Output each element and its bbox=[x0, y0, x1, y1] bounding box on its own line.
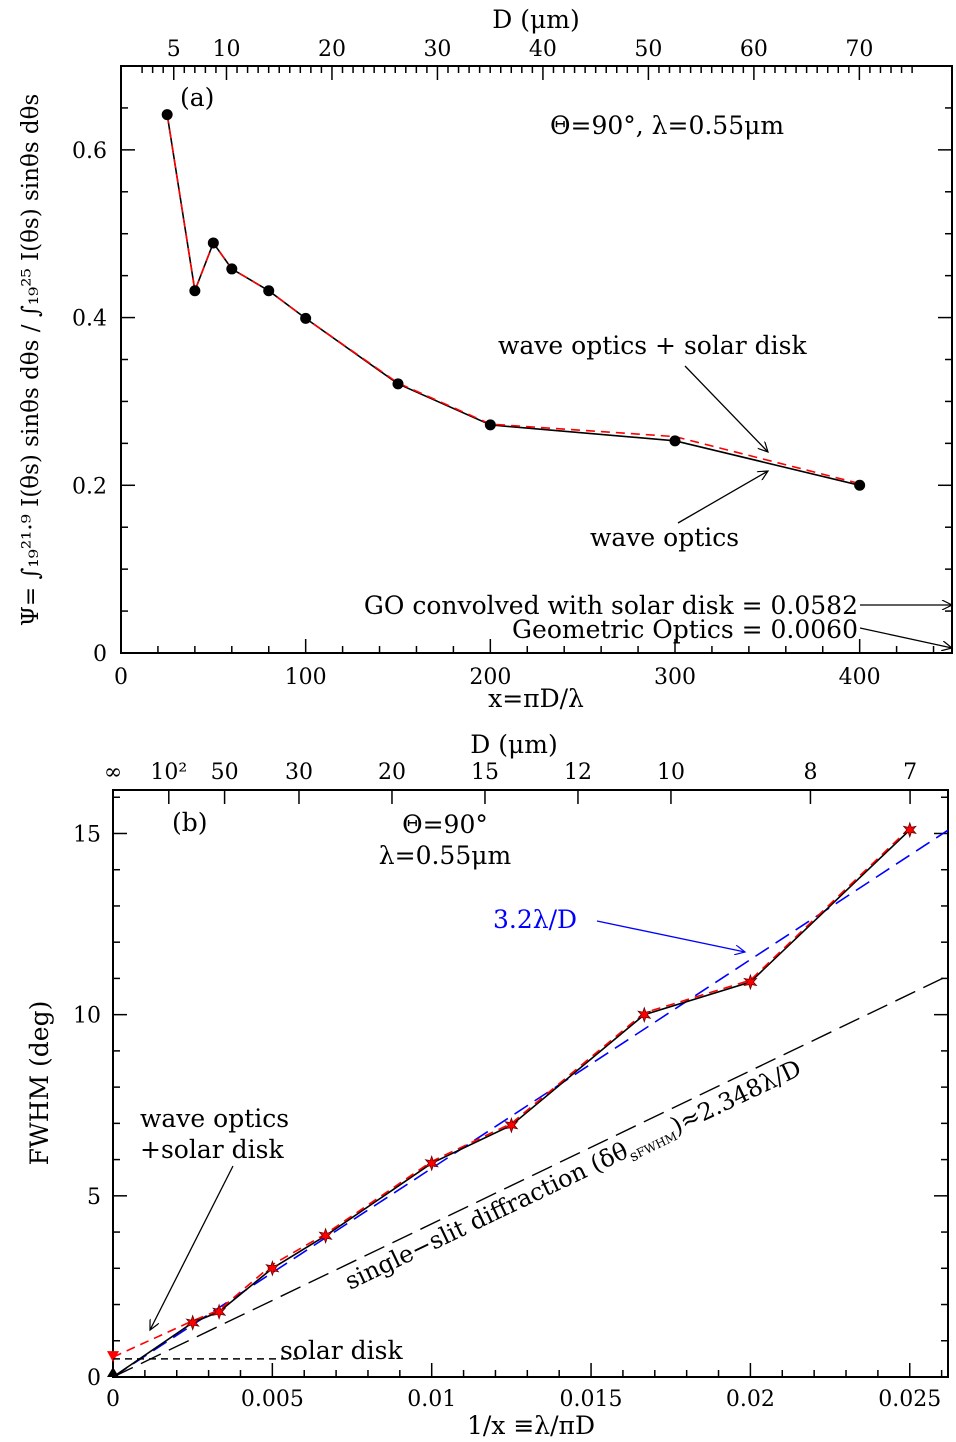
top-tick-label: 5 bbox=[167, 37, 181, 62]
panel-b-ticks: 0 0.005 0.01 0.015 0.02 0.025 0 5 10 15 ∞ 10² 50 30 20… bbox=[73, 760, 948, 1412]
data-point bbox=[207, 237, 219, 249]
top-tick-label: 12 bbox=[564, 760, 592, 785]
data-point bbox=[392, 378, 404, 390]
panel-a-ticks: 0 100 200 300 400 0 0.2 0.4 0.6 5 10 20 30 40 50 60 70 bbox=[72, 37, 952, 690]
top-tick-label: 30 bbox=[285, 760, 313, 785]
fit-line-single-slit bbox=[112, 975, 949, 1378]
fit-line-3-2 bbox=[112, 829, 949, 1378]
data-point bbox=[424, 1154, 439, 1172]
data-point bbox=[743, 973, 758, 991]
data-point bbox=[263, 285, 275, 297]
data-point bbox=[484, 419, 496, 431]
y-tick-label: 0 bbox=[87, 1366, 101, 1391]
x-tick-label: 0.02 bbox=[726, 1387, 775, 1412]
label-solar-disk: solar disk bbox=[280, 1336, 404, 1365]
x-tick-label: 400 bbox=[839, 665, 881, 690]
label-wave-optics-solar-disk-b-1: wave optics bbox=[140, 1104, 289, 1133]
top-tick-label: 15 bbox=[471, 760, 499, 785]
top-tick-label: 20 bbox=[378, 760, 406, 785]
panel-b-top-axis-label: D (μm) bbox=[470, 730, 557, 759]
x-tick-label: 0.01 bbox=[407, 1387, 456, 1412]
arrow-wave-optics-solar-disk bbox=[684, 365, 768, 452]
data-point bbox=[902, 821, 917, 839]
y-tick-label: 0.4 bbox=[72, 307, 107, 332]
panel-a-markers bbox=[161, 109, 866, 491]
top-tick-label: 40 bbox=[529, 37, 557, 62]
series-line bbox=[166, 114, 860, 487]
series-line bbox=[166, 114, 860, 485]
data-point-origin bbox=[107, 1367, 119, 1377]
data-point bbox=[185, 1314, 200, 1331]
panel-a-y-axis-label: Ψ= ∫₁₉²¹·⁹ I(θs) sinθs dθs / ∫₁₉²⁵ I(θs)… bbox=[18, 94, 44, 627]
label-wave-optics-solar-disk: wave optics + solar disk bbox=[498, 331, 807, 360]
top-tick-label: ∞ bbox=[104, 760, 122, 785]
panel-b-label: (b) bbox=[172, 808, 208, 837]
panel-b-fit-lines bbox=[112, 829, 949, 1378]
arrow-geometric-optics bbox=[859, 627, 952, 648]
label-geometric-optics: Geometric Optics = 0.0060 bbox=[512, 615, 858, 644]
top-tick-label: 10 bbox=[657, 760, 685, 785]
label-wave-optics: wave optics bbox=[590, 523, 739, 552]
top-tick-label: 30 bbox=[423, 37, 451, 62]
panel-b-annotation-angle: Θ=90° bbox=[402, 810, 488, 839]
data-point bbox=[318, 1227, 333, 1244]
top-tick-label: 10 bbox=[212, 37, 240, 62]
data-point-solar-intercept bbox=[107, 1351, 119, 1363]
top-tick-label: 50 bbox=[634, 37, 662, 62]
x-tick-label: 300 bbox=[654, 665, 696, 690]
panel-a-x-axis-label: x=πD/λ bbox=[488, 684, 584, 713]
top-tick-label: 20 bbox=[318, 37, 346, 62]
top-tick-label: 7 bbox=[903, 760, 917, 785]
top-tick-label: 50 bbox=[211, 760, 239, 785]
y-tick-label: 10 bbox=[73, 1004, 101, 1029]
y-tick-label: 0.6 bbox=[72, 139, 107, 164]
panel-b-x-axis-label: 1/x ≡λ/πD bbox=[467, 1411, 595, 1440]
series-line bbox=[112, 829, 911, 1378]
panel-b-annotation-wavelength: λ=0.55μm bbox=[379, 841, 512, 870]
y-tick-label: 0.2 bbox=[72, 474, 107, 499]
label-fit-3-2: 3.2λ/D bbox=[493, 905, 577, 934]
data-point bbox=[265, 1260, 280, 1277]
y-tick-label: 15 bbox=[73, 822, 101, 847]
panel-b-frame bbox=[112, 789, 949, 1378]
x-tick-label: 0.025 bbox=[878, 1387, 941, 1412]
data-point bbox=[300, 312, 312, 324]
data-point bbox=[189, 285, 201, 297]
top-tick-label: 70 bbox=[845, 37, 873, 62]
arrow-wave-optics-solar-disk-b bbox=[150, 1165, 234, 1330]
panel-a-top-axis-label: D (μm) bbox=[492, 5, 579, 34]
panel-a-annotation: Θ=90°, λ=0.55μm bbox=[550, 111, 784, 140]
label-wave-optics-solar-disk-b-2: +solar disk bbox=[140, 1135, 284, 1164]
y-tick-label: 5 bbox=[87, 1185, 101, 1210]
x-tick-label: 0.005 bbox=[241, 1387, 304, 1412]
data-point bbox=[504, 1116, 519, 1134]
y-tick-label: 0 bbox=[93, 642, 107, 667]
data-point bbox=[212, 1303, 227, 1321]
top-tick-label: 10² bbox=[150, 760, 187, 785]
data-point bbox=[637, 1006, 652, 1023]
panel-a: 0 100 200 300 400 0 0.2 0.4 0.6 5 10 20 30 40 50 60 70 (… bbox=[18, 5, 952, 713]
top-tick-label: 60 bbox=[740, 37, 768, 62]
x-tick-label: 0.015 bbox=[560, 1387, 623, 1412]
x-tick-label: 100 bbox=[285, 665, 327, 690]
panel-b-series bbox=[112, 827, 911, 1378]
panel-b-markers bbox=[107, 821, 917, 1377]
top-tick-label: 8 bbox=[803, 760, 817, 785]
panel-b-y-axis-label: FWHM (deg) bbox=[25, 1001, 54, 1166]
series-line bbox=[112, 827, 911, 1358]
data-point bbox=[669, 435, 681, 447]
data-point bbox=[854, 479, 866, 491]
x-tick-label: 0 bbox=[114, 665, 128, 690]
label-go-convolved: GO convolved with solar disk = 0.0582 bbox=[364, 591, 858, 620]
x-tick-label: 200 bbox=[469, 665, 511, 690]
arrow-fit-3-2 bbox=[596, 920, 745, 952]
data-point bbox=[226, 263, 238, 275]
x-tick-label: 0 bbox=[106, 1387, 120, 1412]
panel-b: 0 0.005 0.01 0.015 0.02 0.025 0 5 10 15 ∞ 10² 50 30 20… bbox=[25, 730, 949, 1440]
arrow-wave-optics bbox=[677, 471, 768, 524]
data-point bbox=[161, 109, 173, 121]
panel-a-series bbox=[166, 114, 860, 487]
panel-a-label: (a) bbox=[180, 83, 214, 112]
